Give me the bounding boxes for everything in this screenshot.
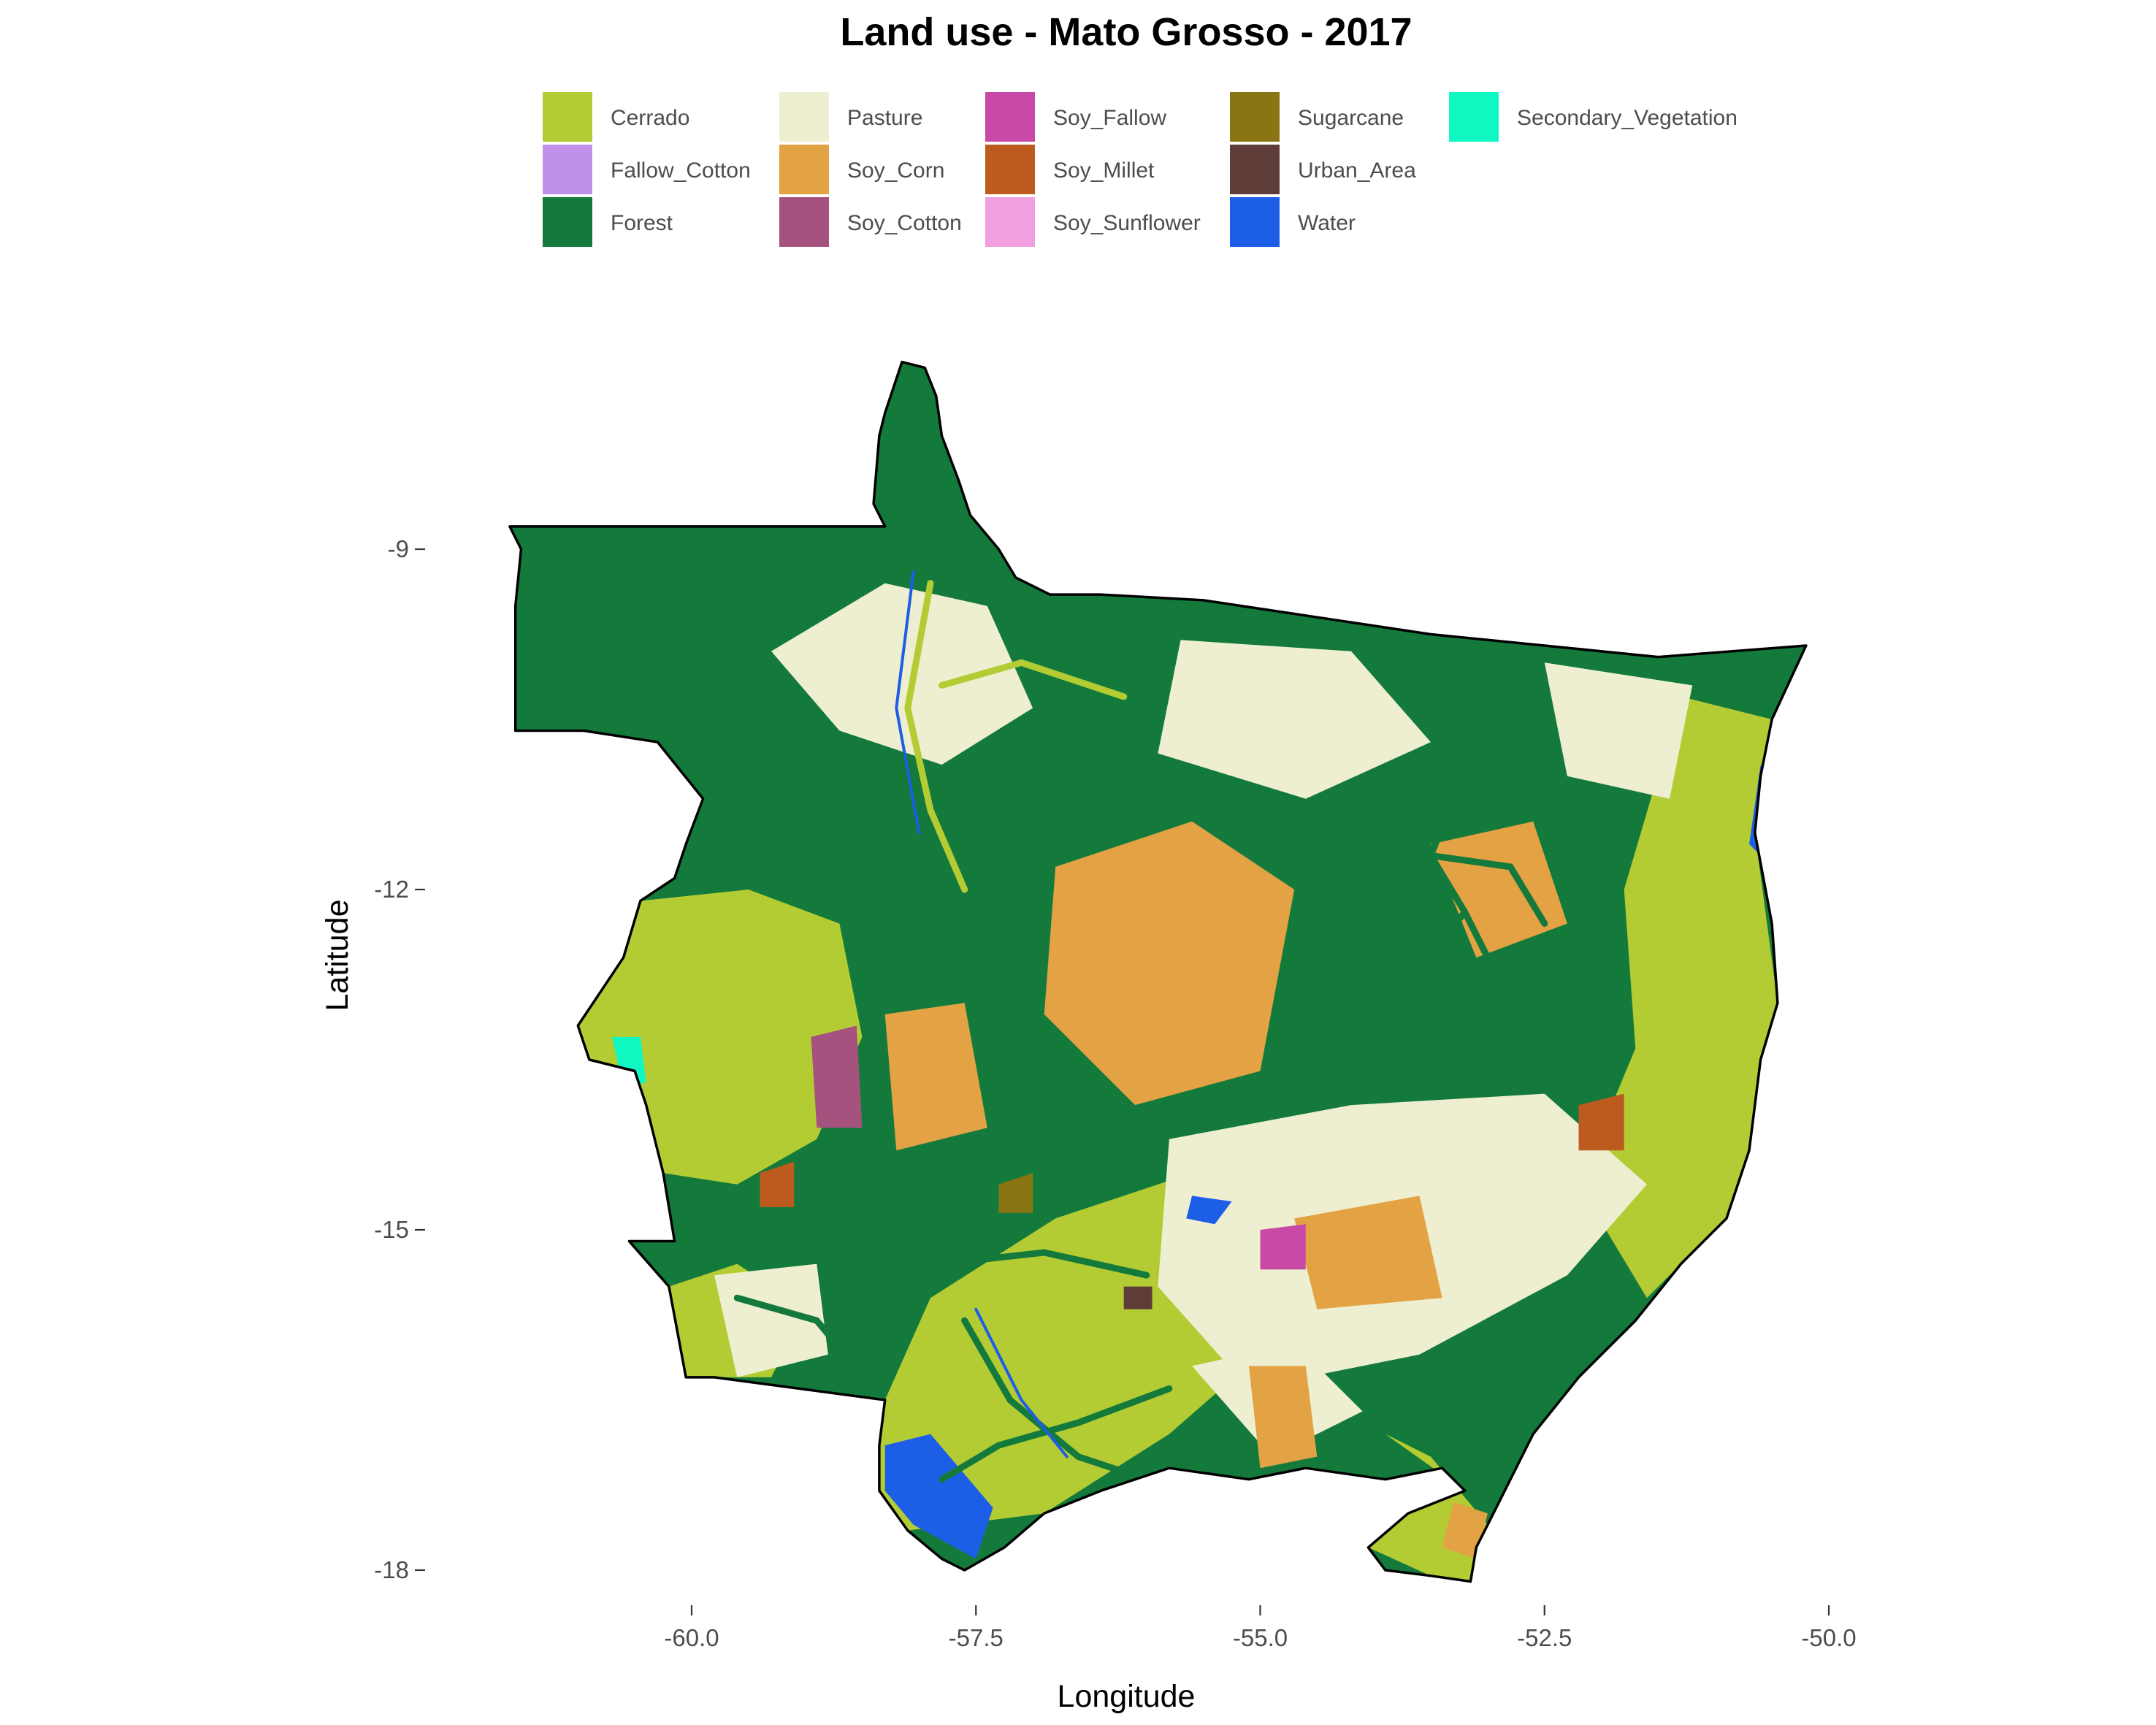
land-use-region-soy-corn [1294,1196,1442,1309]
legend-item-fallow-cotton: Fallow_Cotton [541,143,751,196]
land-use-region-soy-cotton [811,1025,863,1128]
legend-label-soy-millet: Soy_Millet [1053,158,1155,183]
state-boundary-outline [508,360,1808,1583]
land-use-region-soy-corn [1248,1366,1318,1469]
river-forest [847,1238,1150,1279]
legend-label-forest: Forest [611,211,673,235]
land-use-region-sugarcane [998,1173,1033,1213]
land-use-region-urban-area [1123,1286,1152,1309]
legend-swatch-sugarcane [1228,91,1281,143]
legend-swatch-water [1228,196,1281,248]
land-use-layer [509,362,1778,1582]
map-panel [508,360,1808,1583]
y-tick-label: -18 [374,1556,409,1583]
legend-swatch-soy-sunflower [984,196,1036,248]
x-tick-label: -50.0 [1801,1624,1856,1651]
river-forest [1393,909,1469,995]
legend-label-soy-sunflower: Soy_Sunflower [1053,211,1201,235]
legend-swatch-soy-fallow [984,91,1036,143]
river-forest [733,1294,877,1392]
legend: Cerrado Fallow_Cotton Forest Pasture Soy_Cor… [541,91,1738,248]
land-use-region-soy-millet [1578,1093,1624,1151]
legend-label-pasture: Pasture [847,106,922,130]
legend-label-soy-cotton: Soy_Cotton [847,211,962,235]
legend-swatch-secondary-vegetation [1448,91,1500,143]
legend-label-secondary-vegetation: Secondary_Vegetation [1517,106,1738,130]
y-tick-label: -9 [388,535,409,562]
legend-item-water: Water [1228,196,1356,248]
land-use-region-water [1186,1196,1232,1225]
legend-item-soy-millet: Soy_Millet [984,143,1155,196]
legend-item-forest: Forest [541,196,673,248]
legend-swatch-forest [541,196,594,248]
legend-item-urban-area: Urban_Area [1228,143,1416,196]
legend-swatch-soy-corn [778,143,830,196]
river-water [895,570,921,835]
land-use-region-pasture [1544,662,1693,799]
river-forest [939,1385,1173,1483]
legend-label-cerrado: Cerrado [611,106,689,130]
land-use-region-soy-fallow [1260,1224,1306,1270]
land-use-region-secondary-vegetation [612,1036,646,1088]
legend-item-cerrado: Cerrado [541,91,689,143]
legend-item-soy-fallow: Soy_Fallow [984,91,1166,143]
x-tick-label: -52.5 [1517,1624,1572,1651]
y-axis: -9 -12 -15 -18 [374,535,425,1583]
x-tick-label: -55.0 [1233,1624,1288,1651]
river-forest [1427,852,1548,927]
land-use-region-soy-millet [760,1161,795,1207]
legend-label-water: Water [1298,211,1356,235]
legend-label-soy-corn: Soy_Corn [847,158,944,183]
legend-swatch-soy-millet [984,143,1036,196]
river-forest [1450,693,1502,803]
land-use-region-pasture [714,1263,828,1377]
legend-item-secondary-vegetation: Secondary_Vegetation [1448,91,1738,143]
legend-label-urban-area: Urban_Area [1298,158,1416,183]
river-cerrado [904,580,968,893]
legend-swatch-soy-cotton [778,196,830,248]
legend-item-soy-cotton: Soy_Cotton [778,196,962,248]
legend-label-sugarcane: Sugarcane [1298,106,1404,130]
legend-item-pasture: Pasture [778,91,922,143]
x-axis: -60.0 -57.5 -55.0 -52.5 -50.0 [664,1605,1857,1651]
river-cerrado [939,659,1128,700]
y-tick-label: -12 [374,876,409,903]
x-tick-label: -57.5 [949,1624,1004,1651]
legend-swatch-urban-area [1228,143,1281,196]
land-use-region-soy-corn [884,1003,987,1151]
legend-item-sugarcane: Sugarcane [1228,91,1404,143]
y-tick-label: -15 [374,1216,409,1243]
chart-title: Land use - Mato Grosso - 2017 [840,10,1412,54]
legend-item-soy-corn: Soy_Corn [778,143,944,196]
land-use-region-soy-corn [1431,821,1567,958]
legend-label-soy-fallow: Soy_Fallow [1053,106,1166,130]
y-axis-title: Latitude [320,899,355,1011]
land-use-region-water [884,1434,993,1559]
x-axis-title: Longitude [1058,1679,1196,1714]
legend-swatch-cerrado [541,91,594,143]
land-use-region-soy-corn [1044,821,1295,1106]
river-water [974,1307,1069,1458]
land-use-region-forest [874,362,987,544]
land-use-region-pasture [1158,640,1431,799]
legend-swatch-pasture [778,91,830,143]
land-use-region-cerrado [578,890,863,1185]
land-use-region-cerrado [1578,696,1778,1298]
legend-item-soy-sunflower: Soy_Sunflower [984,196,1201,248]
x-tick-label: -60.0 [664,1624,719,1651]
legend-swatch-fallow-cotton [541,143,594,196]
legend-label-fallow-cotton: Fallow_Cotton [611,158,751,183]
